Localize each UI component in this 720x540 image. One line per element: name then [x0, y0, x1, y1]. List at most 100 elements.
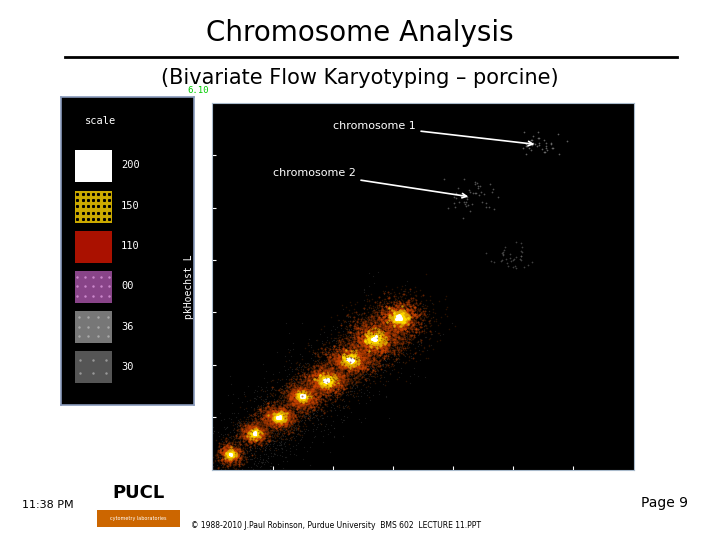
- Point: [407, 310, 418, 319]
- Point: [292, 390, 304, 399]
- Point: [222, 441, 233, 450]
- Point: [382, 315, 393, 323]
- Point: [231, 460, 243, 468]
- Point: [371, 336, 382, 345]
- Point: [274, 416, 286, 425]
- Point: [326, 369, 338, 377]
- Point: [399, 314, 410, 323]
- Point: [337, 351, 348, 360]
- Point: [245, 430, 256, 439]
- Point: [392, 327, 404, 336]
- Point: [266, 404, 277, 413]
- Point: [507, 262, 518, 271]
- Point: [332, 357, 343, 366]
- Point: [320, 379, 331, 388]
- Point: [396, 322, 408, 330]
- Point: [321, 370, 333, 379]
- Point: [302, 375, 313, 383]
- Point: [332, 373, 343, 381]
- Point: [323, 376, 335, 385]
- Point: [278, 414, 289, 422]
- Point: [374, 335, 385, 344]
- Point: [390, 315, 402, 323]
- Point: [392, 312, 404, 320]
- Point: [271, 407, 283, 416]
- Point: [309, 378, 320, 387]
- Point: [383, 333, 395, 342]
- Point: [357, 336, 369, 345]
- Point: [248, 426, 260, 435]
- Point: [350, 352, 361, 360]
- Point: [256, 418, 268, 427]
- Point: [323, 382, 334, 390]
- Point: [374, 299, 385, 307]
- Point: [366, 334, 378, 343]
- Point: [235, 424, 247, 433]
- Point: [352, 353, 364, 362]
- Point: [274, 411, 285, 420]
- Point: [355, 360, 366, 369]
- Point: [219, 457, 230, 465]
- Point: [296, 408, 307, 416]
- Point: [300, 396, 312, 404]
- Point: [351, 343, 362, 352]
- Point: [321, 377, 333, 386]
- Point: [364, 360, 376, 368]
- Point: [294, 394, 305, 402]
- Point: [297, 388, 309, 396]
- Point: [354, 378, 365, 387]
- Point: [276, 407, 287, 415]
- Point: [302, 362, 314, 370]
- Point: [298, 392, 310, 400]
- Point: [408, 313, 419, 321]
- Point: [396, 319, 408, 328]
- Point: [366, 331, 377, 340]
- Point: [248, 433, 260, 442]
- Point: [369, 351, 380, 360]
- Point: [538, 147, 549, 156]
- Point: [251, 424, 263, 433]
- Point: [277, 404, 289, 413]
- Point: [327, 370, 338, 379]
- Point: [298, 392, 310, 401]
- Point: [281, 386, 292, 395]
- Point: [256, 422, 267, 431]
- Point: [242, 413, 253, 421]
- Point: [274, 420, 285, 428]
- Point: [369, 334, 381, 342]
- Point: [336, 348, 347, 357]
- Point: [302, 380, 313, 388]
- Point: [346, 375, 357, 384]
- Point: [403, 301, 415, 309]
- Point: [279, 416, 291, 425]
- Point: [339, 349, 351, 357]
- Point: [247, 430, 258, 439]
- Point: [320, 376, 331, 385]
- Point: [325, 375, 336, 384]
- Point: [254, 433, 266, 442]
- Point: [370, 345, 382, 353]
- Point: [498, 251, 509, 259]
- Point: [338, 404, 350, 413]
- Point: [311, 359, 323, 367]
- Point: [400, 323, 411, 332]
- Point: [353, 348, 364, 357]
- Point: [251, 420, 263, 429]
- Point: [276, 407, 287, 416]
- Point: [274, 416, 285, 425]
- Point: [343, 371, 354, 380]
- Point: [369, 348, 381, 357]
- Point: [377, 317, 388, 326]
- Point: [346, 355, 357, 363]
- Point: [328, 376, 340, 385]
- Point: [257, 412, 269, 421]
- Point: [323, 379, 334, 388]
- Point: [356, 359, 367, 367]
- Point: [294, 390, 305, 399]
- Point: [296, 377, 307, 386]
- Point: [374, 350, 385, 359]
- Point: [327, 417, 338, 426]
- Point: [346, 347, 357, 355]
- Point: [310, 379, 321, 387]
- Point: [238, 426, 250, 435]
